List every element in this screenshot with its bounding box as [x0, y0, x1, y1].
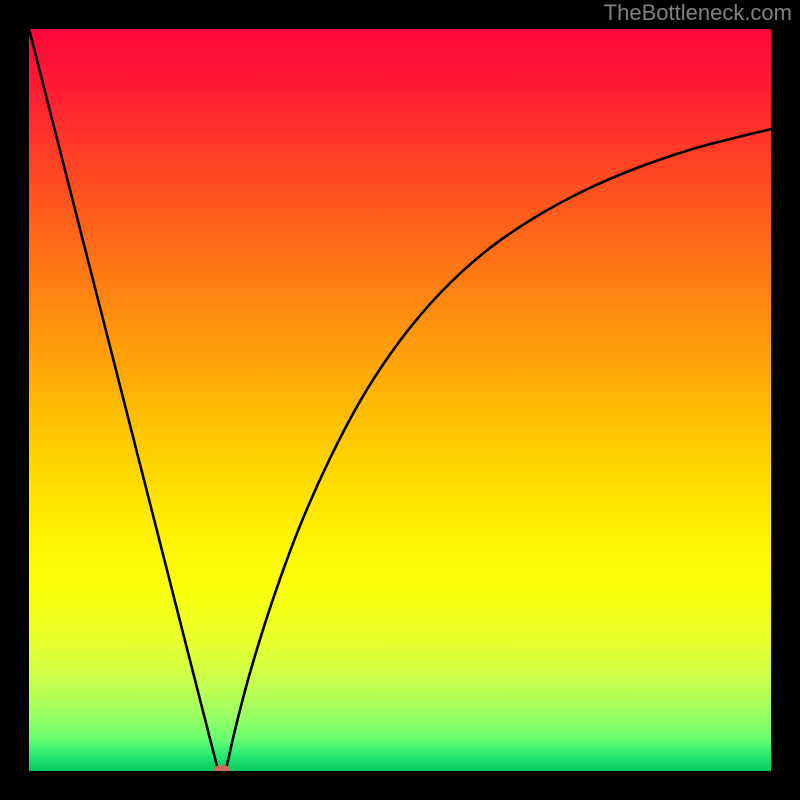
watermark-text: TheBottleneck.com: [604, 0, 792, 25]
bottleneck-chart: TheBottleneck.com: [0, 0, 800, 800]
chart-background-gradient: [29, 29, 771, 771]
